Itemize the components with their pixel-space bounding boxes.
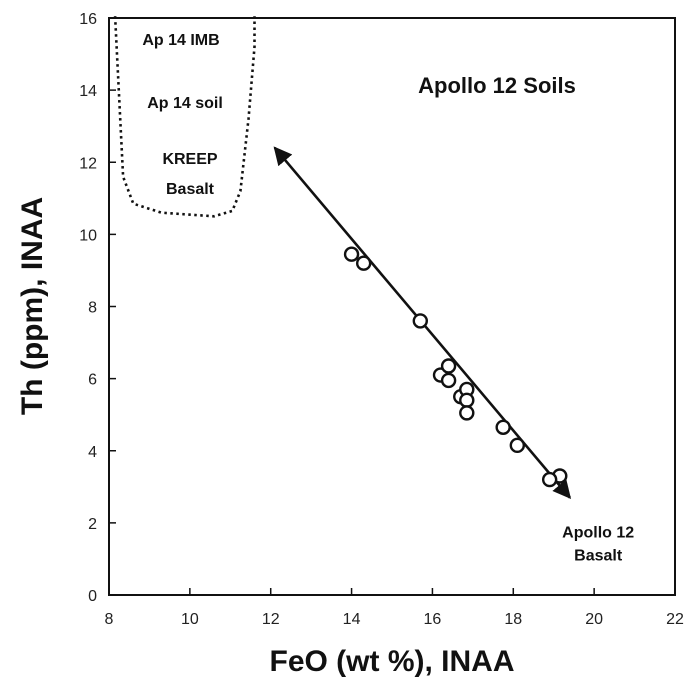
data-point (356, 255, 372, 271)
x-tick-label: 16 (424, 611, 442, 628)
data-point (541, 471, 558, 488)
x-tick-label: 20 (585, 611, 603, 628)
annotation-apollo-12: Apollo 12 (562, 524, 634, 541)
region-label-kreep: KREEP (162, 151, 217, 168)
data-point (509, 437, 526, 454)
y-tick-label: 12 (79, 155, 97, 172)
data-point (459, 405, 475, 421)
y-tick-label: 8 (88, 300, 97, 317)
y-axis-ticks: 0 2 4 6 8 10 12 14 16 (79, 11, 116, 605)
y-tick-label: 10 (79, 227, 97, 244)
y-axis-title: Th (ppm), INAA (16, 197, 49, 415)
data-point (495, 419, 511, 436)
data-point (412, 313, 428, 329)
x-axis-title: FeO (wt %), INAA (270, 645, 515, 678)
y-tick-label: 2 (88, 516, 97, 533)
data-points (343, 246, 568, 488)
x-axis-ticks: 8 10 12 14 16 18 20 22 (105, 588, 684, 628)
y-tick-label: 16 (79, 11, 97, 28)
x-tick-label: 10 (181, 611, 199, 628)
region-label-basalt: Basalt (166, 181, 215, 198)
x-tick-label: 12 (262, 611, 280, 628)
y-tick-label: 6 (88, 372, 97, 389)
region-label-ap14-imb: Ap 14 IMB (142, 32, 219, 49)
x-tick-label: 8 (105, 611, 114, 628)
kreep-region-outline (113, 16, 256, 218)
y-tick-label: 14 (79, 83, 97, 100)
data-point (343, 246, 360, 262)
data-point (440, 358, 457, 374)
data-point (440, 372, 457, 389)
x-tick-label: 22 (666, 611, 684, 628)
x-tick-label: 14 (343, 611, 361, 628)
data-point (459, 392, 475, 408)
chart-title: Apollo 12 Soils (418, 73, 576, 98)
y-tick-label: 0 (88, 588, 97, 605)
annotation-basalt: Basalt (574, 548, 623, 565)
y-tick-label: 4 (88, 444, 97, 461)
region-label-ap14-soil: Ap 14 soil (147, 95, 223, 112)
x-tick-label: 18 (504, 611, 522, 628)
